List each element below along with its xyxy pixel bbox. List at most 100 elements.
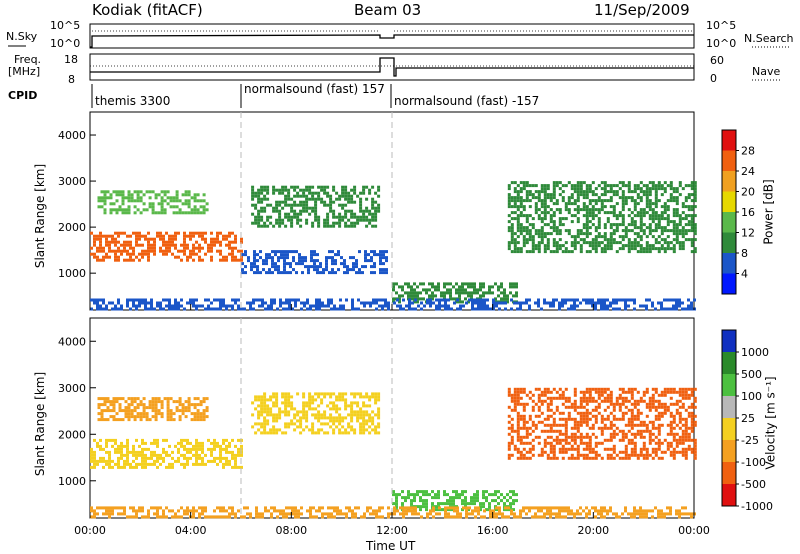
data-cell <box>105 450 108 454</box>
data-cell <box>320 200 324 204</box>
data-cell <box>263 209 267 213</box>
data-cell <box>660 423 664 427</box>
data-cell <box>377 209 381 213</box>
data-cell <box>564 506 567 510</box>
data-cell <box>630 387 634 391</box>
data-cell <box>177 459 180 463</box>
data-cell <box>115 412 119 416</box>
data-cell <box>190 418 194 422</box>
data-cell <box>347 422 351 426</box>
data-cell <box>510 307 513 311</box>
data-cell <box>283 250 286 254</box>
data-cell <box>121 208 125 212</box>
data-cell <box>374 200 378 204</box>
data-cell <box>588 435 592 439</box>
data-cell <box>555 226 559 230</box>
data-cell <box>195 509 198 513</box>
data-cell <box>291 509 294 513</box>
data-cell <box>522 301 525 305</box>
data-cell <box>513 247 517 251</box>
data-cell <box>603 307 606 311</box>
data-cell <box>582 298 585 302</box>
data-cell <box>350 419 354 423</box>
data-cell <box>263 425 267 429</box>
data-cell <box>597 441 601 445</box>
data-cell <box>573 512 576 516</box>
data-cell <box>690 187 694 191</box>
data-cell <box>284 185 288 189</box>
data-cell <box>298 253 301 257</box>
data-cell <box>684 199 688 203</box>
data-cell <box>384 301 387 305</box>
data-cell <box>549 444 553 448</box>
data-cell <box>603 181 607 185</box>
data-cell <box>543 450 547 454</box>
data-cell <box>329 395 333 399</box>
data-cell <box>624 301 627 305</box>
data-cell <box>100 205 104 209</box>
data-cell <box>552 184 556 188</box>
data-cell <box>103 409 107 413</box>
data-cell <box>651 187 655 191</box>
data-cell <box>654 217 658 221</box>
data-cell <box>519 187 523 191</box>
data-cell <box>192 509 195 513</box>
data-cell <box>132 258 135 262</box>
data-cell <box>690 512 693 516</box>
data-cell <box>178 409 182 413</box>
data-cell <box>193 211 197 215</box>
data-cell <box>379 262 382 266</box>
data-cell <box>522 441 526 445</box>
data-cell <box>675 423 679 427</box>
data-cell <box>228 512 231 516</box>
data-cell <box>564 405 568 409</box>
data-cell <box>180 243 183 247</box>
data-cell <box>534 435 538 439</box>
data-cell <box>510 223 514 227</box>
data-cell <box>124 412 128 416</box>
data-cell <box>516 184 520 188</box>
data-cell <box>135 304 138 308</box>
data-cell <box>621 456 625 460</box>
data-cell <box>169 409 173 413</box>
data-cell <box>642 250 646 254</box>
data-cell <box>199 418 203 422</box>
data-cell <box>365 218 369 222</box>
data-cell <box>183 462 186 466</box>
data-cell <box>456 307 459 311</box>
data-cell <box>684 196 688 200</box>
data-cell <box>558 220 562 224</box>
data-cell <box>446 499 449 503</box>
data-cell <box>630 241 634 245</box>
data-cell <box>609 301 612 305</box>
data-cell <box>678 405 682 409</box>
data-cell <box>567 199 571 203</box>
data-cell <box>144 234 147 238</box>
data-cell <box>645 426 649 430</box>
data-cell <box>338 203 342 207</box>
data-cell <box>660 390 664 394</box>
data-cell <box>588 226 592 230</box>
data-cell <box>654 417 658 421</box>
data-cell <box>600 399 604 403</box>
data-cell <box>272 224 276 228</box>
data-cell <box>663 390 667 394</box>
data-cell <box>347 224 351 228</box>
data-cell <box>636 390 640 394</box>
data-cell <box>201 512 204 516</box>
data-cell <box>123 243 126 247</box>
data-cell <box>654 447 658 451</box>
data-cell <box>141 301 144 305</box>
data-cell <box>362 185 366 189</box>
data-cell <box>612 229 616 233</box>
data-cell <box>431 502 434 506</box>
data-cell <box>519 509 522 513</box>
data-cell <box>117 255 120 259</box>
data-cell <box>338 197 342 201</box>
data-cell <box>153 450 156 454</box>
data-cell <box>231 249 234 253</box>
data-cell <box>576 444 580 448</box>
data-cell <box>531 223 535 227</box>
data-cell <box>228 462 231 466</box>
data-cell <box>573 298 576 302</box>
